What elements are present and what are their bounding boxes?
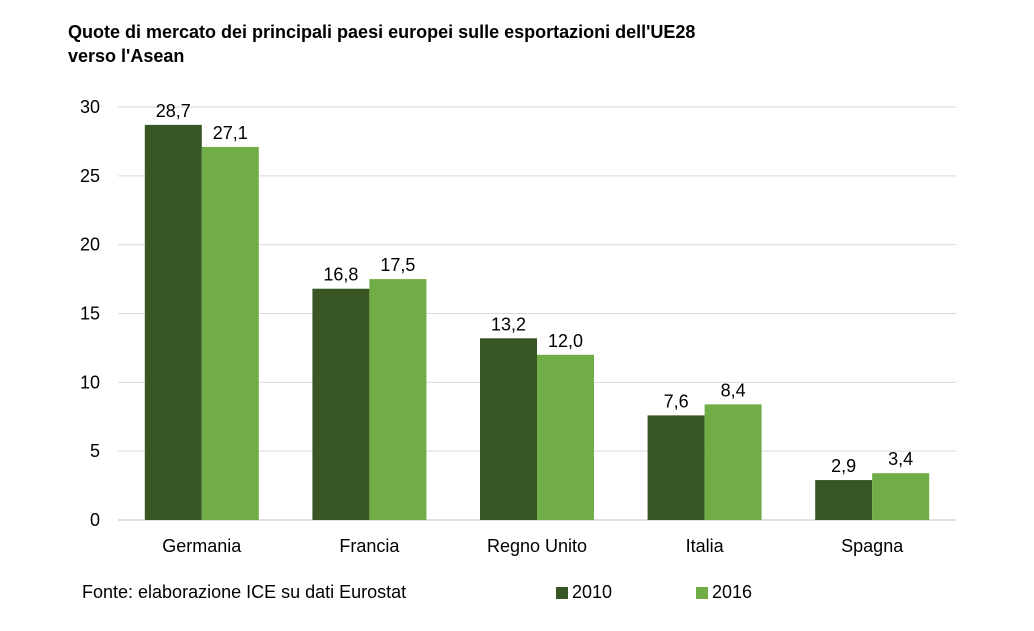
legend-swatch-2010 — [556, 586, 568, 599]
y-tick-label: 30 — [80, 97, 100, 117]
data-label: 7,6 — [664, 391, 689, 411]
data-label: 16,8 — [323, 265, 358, 285]
bar-2010-spagna — [815, 480, 873, 520]
data-label: 12,0 — [548, 331, 583, 351]
category-label: Germania — [162, 536, 242, 556]
bar-2016-regno-unito — [537, 354, 594, 520]
legend-item-2010: 2010 — [556, 582, 612, 603]
chart-title: Quote di mercato dei principali paesi eu… — [68, 20, 968, 68]
y-tick-label: 0 — [90, 510, 100, 530]
data-label: 3,4 — [888, 449, 913, 469]
y-tick-label: 5 — [90, 441, 100, 461]
bar-2010-regno-unito — [480, 338, 537, 520]
bar-2016-francia — [369, 279, 427, 520]
data-label: 28,7 — [156, 101, 191, 121]
data-label: 17,5 — [380, 255, 415, 275]
y-tick-label: 15 — [80, 304, 100, 324]
y-tick-label: 10 — [80, 372, 100, 392]
data-label: 2,9 — [831, 456, 856, 476]
bar-2016-italia — [704, 404, 762, 520]
y-tick-label: 25 — [80, 166, 100, 186]
legend-item-2016: 2016 — [696, 582, 752, 603]
source-note: Fonte: elaborazione ICE su dati Eurostat — [82, 582, 407, 602]
data-label: 8,4 — [721, 380, 746, 400]
category-label: Francia — [339, 536, 400, 556]
bar-2010-italia — [647, 415, 705, 520]
bar-2010-germania — [144, 124, 202, 520]
data-label: 27,1 — [213, 123, 248, 143]
bar-2016-germania — [201, 146, 259, 520]
data-label: 13,2 — [491, 314, 526, 334]
y-axis: 0 5 10 15 20 25 30 — [80, 97, 100, 530]
y-tick-label: 20 — [80, 235, 100, 255]
bars: 28,7 27,1 16,8 17,5 13,2 12,0 7,6 8,4 2,9 3,4 — [144, 101, 930, 520]
legend-swatch-2016 — [696, 586, 708, 599]
category-label: Regno Unito — [487, 536, 587, 556]
x-axis: Germania Francia Regno Unito Italia Spagna — [162, 536, 904, 556]
category-label: Italia — [686, 536, 725, 556]
chart-title-line-1: Quote di mercato dei principali paesi eu… — [68, 22, 696, 42]
bar-2010-francia — [312, 288, 370, 520]
legend-label-2010: 2010 — [572, 582, 613, 602]
bar-2016-spagna — [872, 473, 930, 520]
category-label: Spagna — [841, 536, 904, 556]
chart-title-line-2: verso l'Asean — [68, 46, 185, 66]
legend-label-2016: 2016 — [712, 582, 753, 602]
